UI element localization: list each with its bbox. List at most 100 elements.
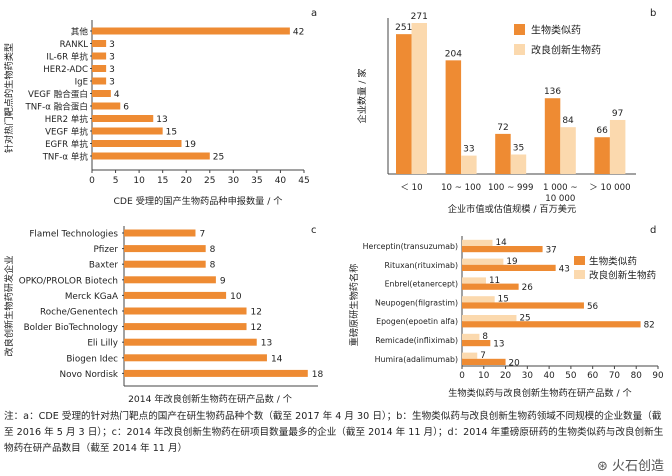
panel-d-x-tick-label: 20 bbox=[500, 371, 512, 381]
panel-d-x-tick-label: 80 bbox=[631, 371, 643, 381]
panel-c-bar bbox=[124, 369, 308, 377]
panel-d-x-tick-label: 30 bbox=[522, 371, 534, 381]
panel-d-x-tick-label: 50 bbox=[565, 371, 577, 381]
panel-b-value-label: 84 bbox=[562, 116, 574, 126]
panel-d-bar bbox=[462, 296, 495, 303]
panel-d-bar bbox=[462, 340, 491, 347]
figure-canvas: a 其他 42 RANKL 3 IL-6R 单抗 3 HER2-ADC 3 IgE 3 VEGF 融合… bbox=[3, 8, 664, 405]
panel-a-x-tick-label: 25 bbox=[204, 176, 215, 186]
panel-a-bar bbox=[92, 140, 182, 147]
panel-d-bar bbox=[462, 246, 543, 253]
panel-b-bar bbox=[461, 155, 477, 174]
panel-a-x-tick-label: 35 bbox=[251, 176, 262, 186]
panel-a-value-label: 42 bbox=[293, 28, 304, 38]
panel-b-value-label: 33 bbox=[463, 145, 474, 155]
panel-b-value-label: 271 bbox=[411, 12, 428, 22]
panel-b-y-axis-title: 企业数量 / 家 bbox=[356, 69, 368, 124]
panel-b-value-label: 204 bbox=[445, 49, 462, 59]
panel-a-bar bbox=[92, 102, 121, 110]
panel-c-category-label: Baxter bbox=[89, 261, 118, 271]
panel-a-category-label: TNF-α 融合蛋白 bbox=[25, 101, 89, 113]
panel-d-value-label: 26 bbox=[522, 283, 534, 293]
panel-d-bar bbox=[462, 264, 556, 271]
panel-b-value-label: 136 bbox=[544, 87, 561, 97]
panel-a-bar bbox=[92, 127, 163, 135]
panel-a-value-label: 3 bbox=[109, 78, 115, 88]
panel-a-bar bbox=[92, 27, 290, 35]
panel-b-bar bbox=[495, 133, 511, 174]
panel-a-x-tick-label: 30 bbox=[228, 176, 240, 186]
panel-d-category-label: Rituxan(rituximab) bbox=[385, 261, 458, 270]
panel-c-bar bbox=[124, 323, 247, 331]
panel-c-value-label: 9 bbox=[220, 276, 226, 286]
panel-d-value-label: 56 bbox=[587, 302, 599, 312]
panel-a-category-label: RANKL bbox=[60, 40, 89, 50]
panel-b-legend-label: 改良创新生物药 bbox=[531, 44, 601, 57]
panel-a-bar bbox=[92, 52, 107, 60]
panel-d-x-tick-label: 60 bbox=[587, 371, 599, 381]
panel-b-x-tick-label: 1 000 ~ bbox=[543, 183, 578, 193]
panel-a-category-label: VEGF 融合蛋白 bbox=[28, 88, 88, 100]
panel-c-value-label: 12 bbox=[251, 308, 262, 318]
panel-d-y-axis-title: 重磅原研生物药名称 bbox=[348, 264, 360, 347]
panel-d-letter: d bbox=[650, 225, 656, 236]
panel-b-value-label: 66 bbox=[596, 126, 608, 136]
panel-d-x-tick-label: 70 bbox=[609, 371, 621, 381]
panel-d-value-label: 13 bbox=[493, 340, 504, 350]
panel-d-value-label: 14 bbox=[495, 238, 507, 248]
panel-a-value-label: 3 bbox=[109, 40, 115, 50]
panel-a-x-tick-label: 0 bbox=[89, 176, 95, 186]
panel-b-value-label: 251 bbox=[395, 23, 412, 33]
panel-d-category-label: Neupogen(filgrastim) bbox=[375, 298, 458, 307]
panel-d-legend-swatch bbox=[574, 270, 585, 279]
panel-a-value-label: 25 bbox=[213, 153, 224, 163]
panel-c-bar bbox=[124, 338, 257, 346]
panel-c-bar bbox=[124, 307, 247, 315]
panel-d-value-label: 20 bbox=[509, 358, 521, 368]
panel-c-value-label: 10 bbox=[230, 292, 242, 302]
panel-c-bar bbox=[124, 245, 206, 253]
panel-c-category-label: Novo Nordisk bbox=[60, 370, 119, 380]
panel-a-category-label: EGFR 单抗 bbox=[45, 138, 88, 150]
panel-c-value-label: 18 bbox=[312, 370, 324, 380]
watermark: ⊛ 火石创造 bbox=[596, 459, 664, 474]
panel-c-value-label: 12 bbox=[251, 323, 262, 333]
panel-c-category-label: Pfizer bbox=[94, 245, 119, 255]
panel-d-value-label: 25 bbox=[519, 313, 530, 323]
panel-a-category-label: TNF-α 单抗 bbox=[42, 151, 89, 163]
panel-a-value-label: 3 bbox=[109, 65, 115, 75]
panel-a-bar bbox=[92, 115, 154, 122]
panel-c-category-label: Bolder BioTechnology bbox=[24, 323, 118, 333]
panel-b-bar bbox=[445, 60, 462, 174]
panel-c-category-label: Flamel Technologies bbox=[29, 230, 118, 240]
panel-c-bar bbox=[124, 229, 196, 237]
panel-c-value-label: 13 bbox=[261, 339, 272, 349]
panel-a-x-tick-label: 10 bbox=[133, 176, 145, 186]
panel-a-value-label: 15 bbox=[166, 128, 177, 138]
panel-d-x-axis-title: 生物类似药与改良创新生物药在研产品数 / 个 bbox=[448, 387, 632, 399]
panel-d-value-label: 82 bbox=[644, 321, 655, 331]
panel-a-x-tick-label: 45 bbox=[298, 176, 309, 186]
panel-a-category-label: HER2 单抗 bbox=[45, 113, 89, 125]
panel-b-value-label: 97 bbox=[612, 109, 623, 119]
panel-b-value-label: 72 bbox=[497, 123, 508, 133]
panel-c-bar bbox=[124, 260, 206, 268]
panel-d-x-tick-label: 0 bbox=[459, 371, 465, 381]
panel-c-value-label: 8 bbox=[210, 261, 216, 271]
panel-d-bar bbox=[462, 302, 584, 309]
panel-c-category-label: Eli Lilly bbox=[87, 339, 118, 349]
panel-a-category-label: IgE bbox=[75, 78, 88, 88]
panel-d-value-label: 37 bbox=[546, 246, 557, 256]
panel-b-x-tick-label: ＜ 10 bbox=[400, 183, 422, 193]
panel-d-legend-label: 改良创新生物药 bbox=[589, 270, 657, 282]
panel-b-legend-swatch bbox=[514, 44, 525, 55]
panel-d-x-tick-label: 90 bbox=[652, 371, 664, 381]
panel-a-value-label: 3 bbox=[109, 53, 115, 63]
panel-c-letter: c bbox=[311, 225, 317, 236]
panel-c-y-axis-title: 改良创新生物药研发企业 bbox=[3, 255, 15, 356]
panel-a-x-tick-label: 20 bbox=[180, 176, 192, 186]
panel-b-x-tick-label: 10 000 bbox=[545, 194, 575, 204]
panel-d-bar bbox=[462, 352, 478, 359]
panel-d-category-label: Herceptin(transuzumab) bbox=[363, 242, 458, 251]
panel-b-bar bbox=[544, 98, 561, 174]
